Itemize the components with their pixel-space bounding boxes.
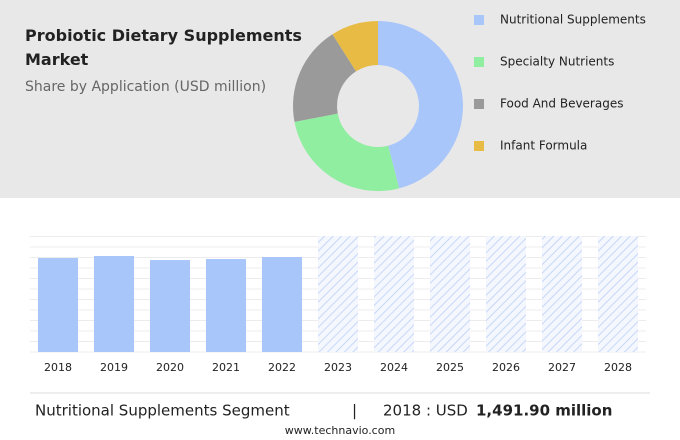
legend-swatch xyxy=(474,57,484,67)
x-tick-label: 2021 xyxy=(212,361,240,374)
forecast-placeholder xyxy=(318,236,358,352)
forecast-placeholder xyxy=(542,236,582,352)
title-line: Probiotic Dietary Supplements xyxy=(25,26,302,45)
bar xyxy=(150,260,190,352)
legend-swatch xyxy=(474,99,484,109)
footer-separator: | xyxy=(352,402,357,420)
x-tick-label: 2026 xyxy=(492,361,520,374)
x-tick-label: 2019 xyxy=(100,361,128,374)
donut-slice xyxy=(332,21,378,72)
legend-label: Infant Formula xyxy=(500,139,587,153)
legend-label: Specialty Nutrients xyxy=(500,55,614,69)
footer-year: 2018 : USD xyxy=(383,402,468,420)
footer-segment: Nutritional Supplements Segment xyxy=(35,402,290,420)
chart-title: Probiotic Dietary Supplements Market xyxy=(25,26,302,69)
chart-subtitle: Share by Application (USD million) xyxy=(25,79,266,95)
forecast-placeholder xyxy=(430,236,470,352)
bar xyxy=(94,256,134,352)
x-tick-label: 2028 xyxy=(604,361,632,374)
donut-slice xyxy=(293,34,357,122)
x-tick-label: 2027 xyxy=(548,361,576,374)
bar xyxy=(262,257,302,352)
x-tick-label: 2025 xyxy=(436,361,464,374)
forecast-placeholder xyxy=(598,236,638,352)
legend-swatch xyxy=(474,141,484,151)
forecast-placeholder xyxy=(486,236,526,352)
forecast-placeholder xyxy=(374,236,414,352)
donut-slice xyxy=(294,113,400,191)
x-tick-label: 2023 xyxy=(324,361,352,374)
x-tick-label: 2022 xyxy=(268,361,296,374)
footer-highlight: 1,491.90 million xyxy=(476,402,612,420)
legend-label: Food And Beverages xyxy=(500,97,623,111)
x-tick-label: 2024 xyxy=(380,361,408,374)
donut-slice xyxy=(378,21,463,189)
x-tick-label: 2020 xyxy=(156,361,184,374)
x-tick-label: 2018 xyxy=(44,361,72,374)
title-line: Market xyxy=(25,50,89,69)
bar xyxy=(38,258,78,352)
legend-label: Nutritional Supplements xyxy=(500,13,646,27)
footer-source: www.technavio.com xyxy=(285,424,395,437)
bar xyxy=(206,259,246,352)
legend-swatch xyxy=(474,15,484,25)
